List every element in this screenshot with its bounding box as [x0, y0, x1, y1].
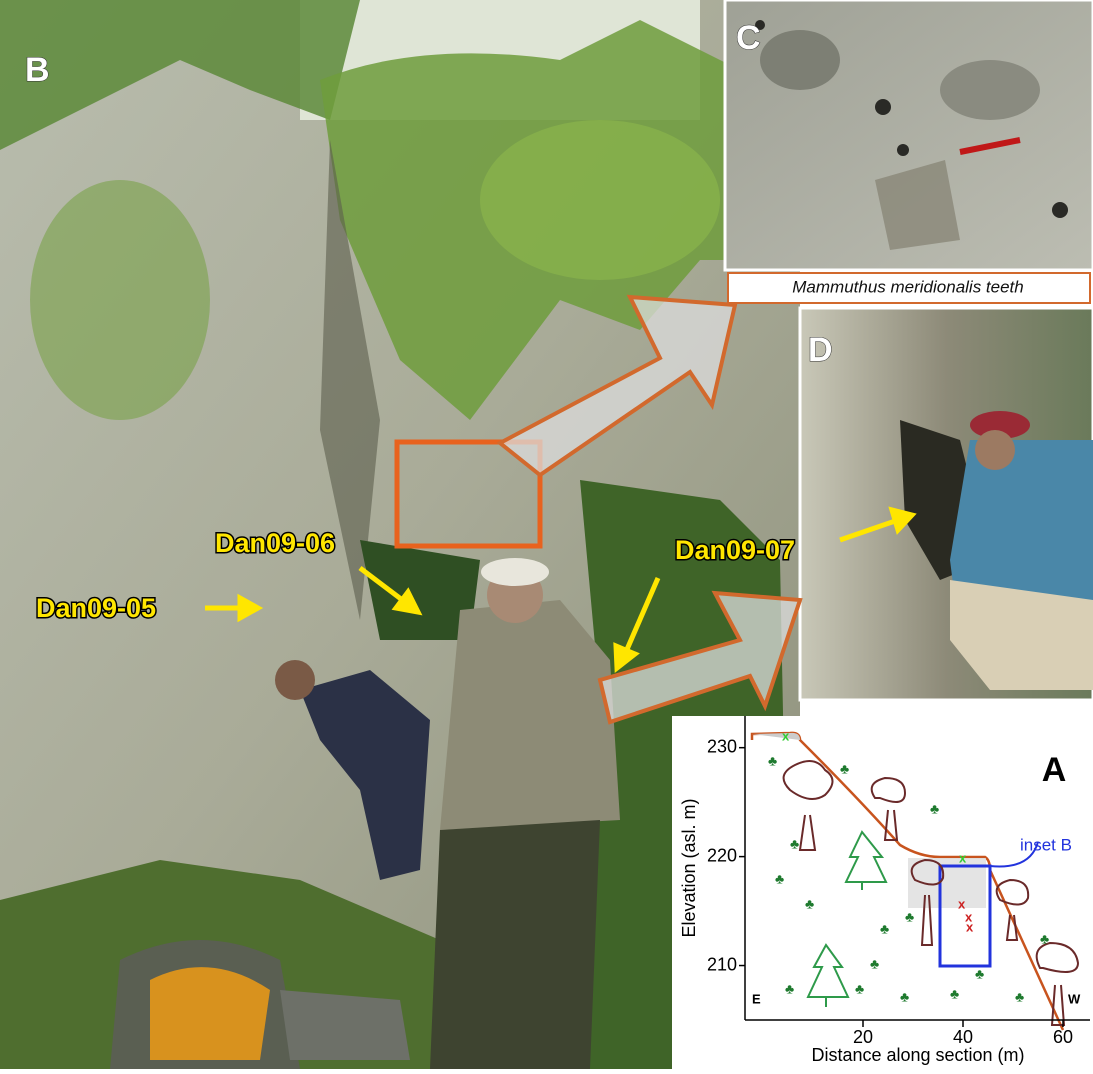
- panel-label: A: [1042, 751, 1067, 789]
- east-label: E: [752, 991, 761, 1006]
- svg-text:x: x: [958, 896, 966, 911]
- svg-text:♣: ♣: [1040, 931, 1049, 947]
- panel-label: C: [736, 19, 761, 57]
- panel-label: D: [808, 331, 833, 369]
- x-tick-label: 40: [953, 1027, 973, 1047]
- west-label: W: [1068, 991, 1081, 1006]
- svg-text:♣: ♣: [840, 761, 849, 777]
- profile-drawing: ♣♣♣♣ ♣♣♣♣ ♣ ♣ ♣♣ ♣♣♣♣ xxx xx: [750, 728, 1080, 1031]
- svg-text:♣: ♣: [785, 981, 794, 997]
- arrow-to-c: [496, 294, 738, 478]
- svg-text:♣: ♣: [805, 896, 814, 912]
- svg-text:x: x: [782, 728, 790, 743]
- svg-text:x: x: [959, 850, 967, 865]
- caption-box: [727, 272, 1091, 304]
- sample-label: Dan09-07: [675, 535, 795, 565]
- y-tick-label: 220: [707, 845, 737, 865]
- svg-text:x: x: [966, 919, 974, 934]
- svg-text:♣: ♣: [880, 921, 889, 937]
- x-tick-label: 20: [853, 1027, 873, 1047]
- svg-text:♣: ♣: [930, 801, 939, 817]
- highlight-box: [394, 439, 543, 549]
- svg-text:♣: ♣: [768, 753, 777, 769]
- y-axis-label: Elevation (asl. m): [679, 798, 699, 937]
- x-tick-label: 60: [1053, 1027, 1073, 1047]
- arrow-to-d: [597, 590, 803, 725]
- svg-text:♣: ♣: [975, 966, 984, 982]
- svg-text:♣: ♣: [855, 981, 864, 997]
- y-tick-label: 230: [707, 736, 737, 756]
- x-axis-label: Distance along section (m): [811, 1045, 1024, 1065]
- svg-text:♣: ♣: [790, 836, 799, 852]
- svg-text:♣: ♣: [905, 909, 914, 925]
- svg-text:♣: ♣: [775, 871, 784, 887]
- svg-text:♣: ♣: [870, 956, 879, 972]
- caption: Mammuthus meridionalis teeth: [792, 277, 1023, 296]
- sample-arrows: [205, 506, 917, 673]
- svg-text:♣: ♣: [900, 989, 909, 1005]
- svg-text:♣: ♣: [1015, 989, 1024, 1005]
- inset-label: inset B: [1020, 835, 1072, 854]
- sample-label: Dan09-06: [215, 528, 335, 558]
- svg-text:x: x: [965, 909, 973, 924]
- inset-a: [672, 716, 1093, 1069]
- y-tick-label: 210: [707, 954, 737, 974]
- sample-label: Dan09-05: [36, 593, 156, 623]
- photo-c: [723, 0, 1093, 272]
- panel-label: B: [25, 51, 50, 89]
- svg-text:♣: ♣: [950, 986, 959, 1002]
- photo-d: [798, 306, 1093, 702]
